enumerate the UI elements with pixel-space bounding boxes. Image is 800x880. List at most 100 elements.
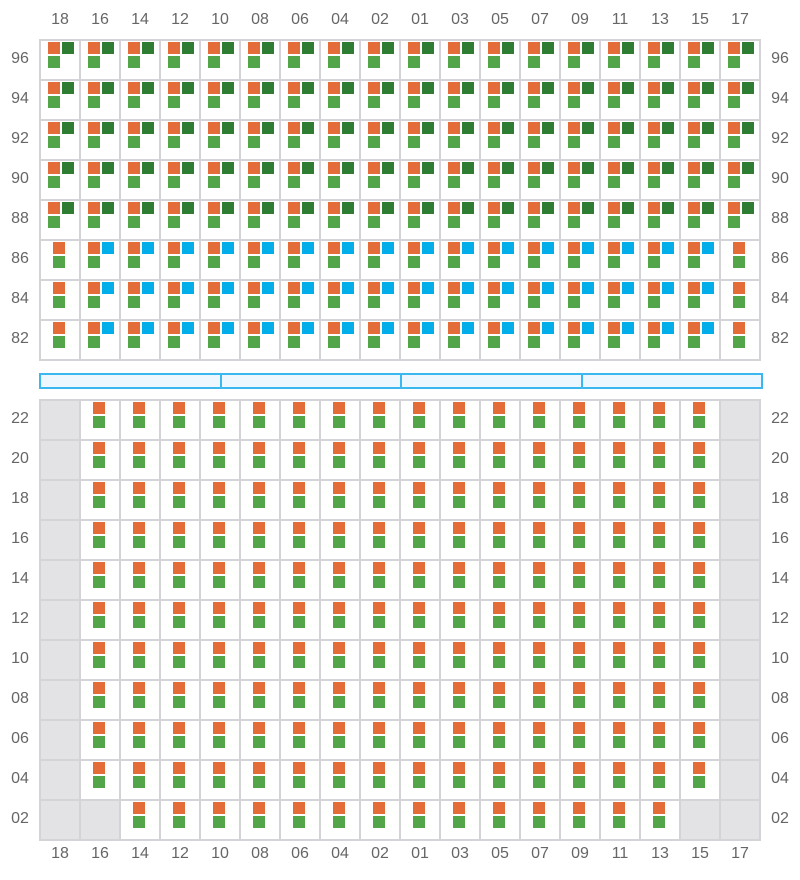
cell[interactable] [200, 240, 240, 280]
cell[interactable] [280, 800, 320, 840]
cell[interactable] [440, 40, 480, 80]
cell[interactable] [120, 120, 160, 160]
cell[interactable] [360, 800, 400, 840]
cell[interactable] [600, 640, 640, 680]
cell[interactable] [640, 560, 680, 600]
cell[interactable] [320, 40, 360, 80]
cell[interactable] [120, 680, 160, 720]
cell[interactable] [640, 280, 680, 320]
cell[interactable] [320, 720, 360, 760]
cell[interactable] [160, 40, 200, 80]
cell[interactable] [600, 280, 640, 320]
cell[interactable] [160, 400, 200, 440]
cell[interactable] [600, 600, 640, 640]
cell[interactable] [360, 320, 400, 360]
cell[interactable] [120, 320, 160, 360]
cell[interactable] [280, 440, 320, 480]
cell[interactable] [480, 560, 520, 600]
cell[interactable] [440, 280, 480, 320]
cell[interactable] [120, 600, 160, 640]
cell[interactable] [80, 600, 120, 640]
cell[interactable] [600, 560, 640, 600]
cell[interactable] [240, 240, 280, 280]
cell[interactable] [240, 440, 280, 480]
cell[interactable] [120, 40, 160, 80]
cell[interactable] [200, 200, 240, 240]
cell[interactable] [480, 200, 520, 240]
cell[interactable] [240, 320, 280, 360]
cell[interactable] [360, 600, 400, 640]
cell[interactable] [40, 240, 80, 280]
cell[interactable] [680, 560, 720, 600]
cell[interactable] [320, 680, 360, 720]
cell[interactable] [320, 320, 360, 360]
cell[interactable] [560, 440, 600, 480]
cell[interactable] [120, 400, 160, 440]
cell[interactable] [520, 440, 560, 480]
cell[interactable] [120, 440, 160, 480]
cell[interactable] [520, 680, 560, 720]
cell[interactable] [440, 320, 480, 360]
cell[interactable] [200, 600, 240, 640]
cell[interactable] [320, 560, 360, 600]
cell[interactable] [440, 800, 480, 840]
cell[interactable] [440, 240, 480, 280]
cell[interactable] [680, 400, 720, 440]
cell[interactable] [600, 720, 640, 760]
cell[interactable] [720, 120, 760, 160]
cell[interactable] [520, 800, 560, 840]
cell[interactable] [600, 80, 640, 120]
cell[interactable] [480, 600, 520, 640]
cell[interactable] [600, 440, 640, 480]
cell[interactable] [200, 40, 240, 80]
cell[interactable] [680, 600, 720, 640]
cell[interactable] [240, 120, 280, 160]
cell[interactable] [520, 80, 560, 120]
cell[interactable] [560, 400, 600, 440]
cell[interactable] [240, 200, 280, 240]
cell[interactable] [120, 160, 160, 200]
cell[interactable] [120, 240, 160, 280]
cell[interactable] [640, 320, 680, 360]
cell[interactable] [320, 520, 360, 560]
cell[interactable] [200, 760, 240, 800]
cell[interactable] [480, 280, 520, 320]
cell[interactable] [200, 640, 240, 680]
cell[interactable] [600, 520, 640, 560]
cell[interactable] [480, 320, 520, 360]
cell[interactable] [240, 760, 280, 800]
cell[interactable] [160, 80, 200, 120]
cell[interactable] [400, 40, 440, 80]
cell[interactable] [320, 120, 360, 160]
cell[interactable] [400, 720, 440, 760]
cell[interactable] [440, 120, 480, 160]
cell[interactable] [640, 600, 680, 640]
cell[interactable] [600, 760, 640, 800]
cell[interactable] [400, 80, 440, 120]
cell[interactable] [200, 480, 240, 520]
cell[interactable] [360, 640, 400, 680]
cell[interactable] [560, 760, 600, 800]
cell[interactable] [320, 800, 360, 840]
cell[interactable] [600, 240, 640, 280]
cell[interactable] [280, 200, 320, 240]
cell[interactable] [160, 680, 200, 720]
cell[interactable] [480, 720, 520, 760]
cell[interactable] [640, 200, 680, 240]
cell[interactable] [160, 440, 200, 480]
cell[interactable] [320, 240, 360, 280]
cell[interactable] [600, 400, 640, 440]
cell[interactable] [400, 280, 440, 320]
cell[interactable] [440, 760, 480, 800]
cell[interactable] [280, 560, 320, 600]
cell[interactable] [480, 680, 520, 720]
cell[interactable] [440, 80, 480, 120]
cell[interactable] [280, 600, 320, 640]
cell[interactable] [360, 240, 400, 280]
cell[interactable] [80, 40, 120, 80]
cell[interactable] [200, 680, 240, 720]
cell[interactable] [160, 760, 200, 800]
cell[interactable] [240, 800, 280, 840]
cell[interactable] [40, 320, 80, 360]
cell[interactable] [360, 160, 400, 200]
